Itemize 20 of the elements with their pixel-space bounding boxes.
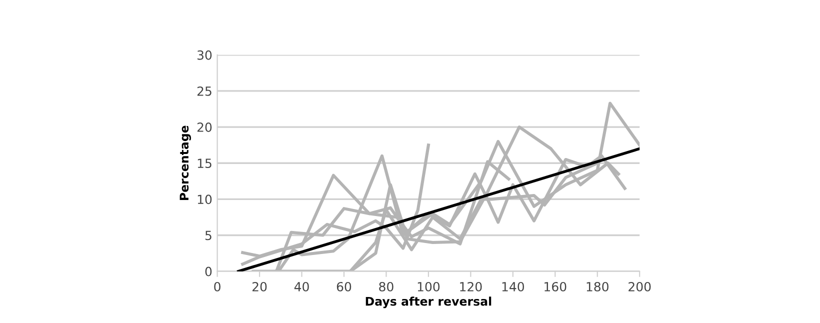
y-tick-label: 10 [198, 194, 212, 204]
y-axis-title: Percentage [180, 126, 191, 200]
y-tick-label: 20 [197, 122, 212, 132]
x-tick-label: 40 [294, 282, 309, 292]
y-tick-label: 15 [198, 158, 212, 168]
x-tick-label: 200 [628, 282, 651, 292]
y-tick-label: 0 [205, 266, 212, 276]
x-tick-label: 120 [460, 282, 482, 292]
x-tick-label: 180 [586, 282, 608, 292]
y-tick-label: 30 [197, 50, 212, 60]
x-tick-label: 100 [418, 282, 440, 292]
x-tick-label: 0 [214, 282, 220, 292]
x-tick-label: 140 [502, 282, 524, 292]
y-tick-label: 5 [205, 230, 212, 240]
y-tick-label: 25 [197, 86, 212, 96]
x-tick-label: 160 [544, 282, 566, 292]
x-axis-title: Days after reversal [366, 296, 492, 308]
x-tick-label: 60 [336, 282, 352, 292]
x-tick-label: 80 [379, 282, 394, 292]
x-tick-label: 20 [252, 282, 267, 292]
